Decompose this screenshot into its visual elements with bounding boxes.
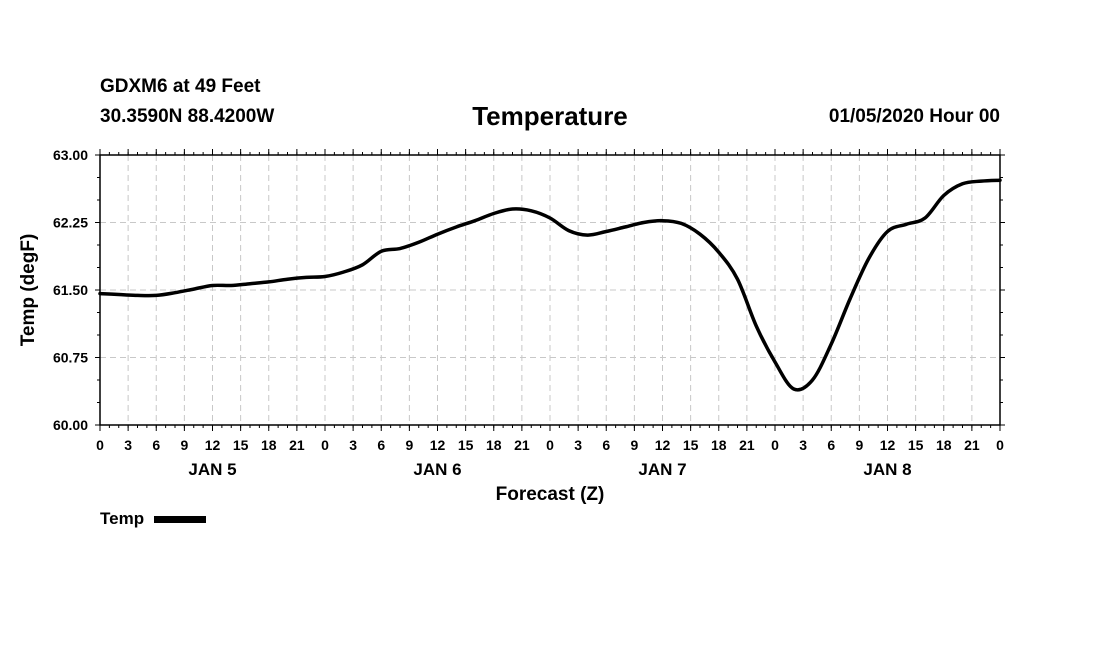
station-label: GDXM6 at 49 Feet: [100, 76, 261, 97]
x-axis-label: Forecast (Z): [496, 484, 605, 505]
x-tick-label: 18: [261, 437, 277, 453]
x-tick-label: 21: [964, 437, 980, 453]
x-tick-label: 9: [855, 437, 863, 453]
forecast-datetime: 01/05/2020 Hour 00: [828, 106, 1000, 127]
x-tick-label: 9: [405, 437, 413, 453]
x-tick-label: 9: [180, 437, 188, 453]
day-label: JAN 5: [188, 460, 236, 479]
x-tick-label: 0: [321, 437, 329, 453]
x-tick-label: 18: [486, 437, 502, 453]
x-tick-label: 15: [458, 437, 474, 453]
coordinates-label: 30.3590N 88.4200W: [100, 106, 275, 127]
y-axis-label: Temp (degF): [18, 234, 39, 347]
x-tick-label: 12: [880, 437, 896, 453]
x-tick-label: 12: [655, 437, 671, 453]
x-tick-label: 21: [289, 437, 305, 453]
x-tick-label: 0: [96, 437, 104, 453]
x-tick-label: 3: [799, 437, 807, 453]
x-tick-label: 9: [630, 437, 638, 453]
day-label: JAN 8: [863, 460, 911, 479]
legend: Temp: [100, 509, 207, 529]
chart-title-text: Temperature: [472, 101, 628, 131]
legend-line-swatch: [154, 515, 207, 523]
x-tick-label: 3: [574, 437, 582, 453]
series-group: [98, 178, 1002, 392]
x-tick-label: 21: [514, 437, 530, 453]
x-tick-label: 15: [908, 437, 924, 453]
x-tick-label: 21: [739, 437, 755, 453]
series-line-temp: [98, 178, 1002, 392]
x-tick-label: 12: [205, 437, 221, 453]
x-tick-label: 6: [152, 437, 160, 453]
y-tick-label: 60.75: [53, 350, 88, 366]
x-tick-label: 18: [711, 437, 727, 453]
x-tick-label: 3: [349, 437, 357, 453]
x-tick-label: 18: [936, 437, 952, 453]
y-tick-label: 63.00: [53, 147, 88, 163]
plot-frame: [99, 154, 1001, 426]
y-tick-label: 61.50: [53, 282, 88, 298]
x-tick-label: 15: [233, 437, 249, 453]
day-label: JAN 6: [413, 460, 461, 479]
y-tick-label: 62.25: [53, 215, 88, 231]
x-tick-label: 6: [602, 437, 610, 453]
x-tick-label: 6: [827, 437, 835, 453]
y-tick-labels: 60.00 60.75 61.50 62.25 63.00: [53, 147, 88, 433]
x-tick-label: 0: [996, 437, 1004, 453]
x-tick-label: 0: [771, 437, 779, 453]
x-tick-label: 6: [377, 437, 385, 453]
chart-title: Temperature: [0, 101, 1100, 132]
x-tick-label: 0: [546, 437, 554, 453]
grid-lines: [100, 155, 1000, 425]
day-label: JAN 7: [638, 460, 686, 479]
x-tick-label: 3: [124, 437, 132, 453]
x-tick-label: 15: [683, 437, 699, 453]
x-tick-label: 12: [430, 437, 446, 453]
x-tick-labels: 0 3 6 9 12 15 18 21 0 3 6 9 12 15 18 21 0 3 6 9 12 15 18 21 0 3 6 9…: [96, 437, 1004, 453]
legend-label: Temp: [100, 509, 145, 528]
y-tick-label: 60.00: [53, 417, 88, 433]
day-labels: JAN 5 JAN 6 JAN 7 JAN 8: [188, 460, 911, 479]
